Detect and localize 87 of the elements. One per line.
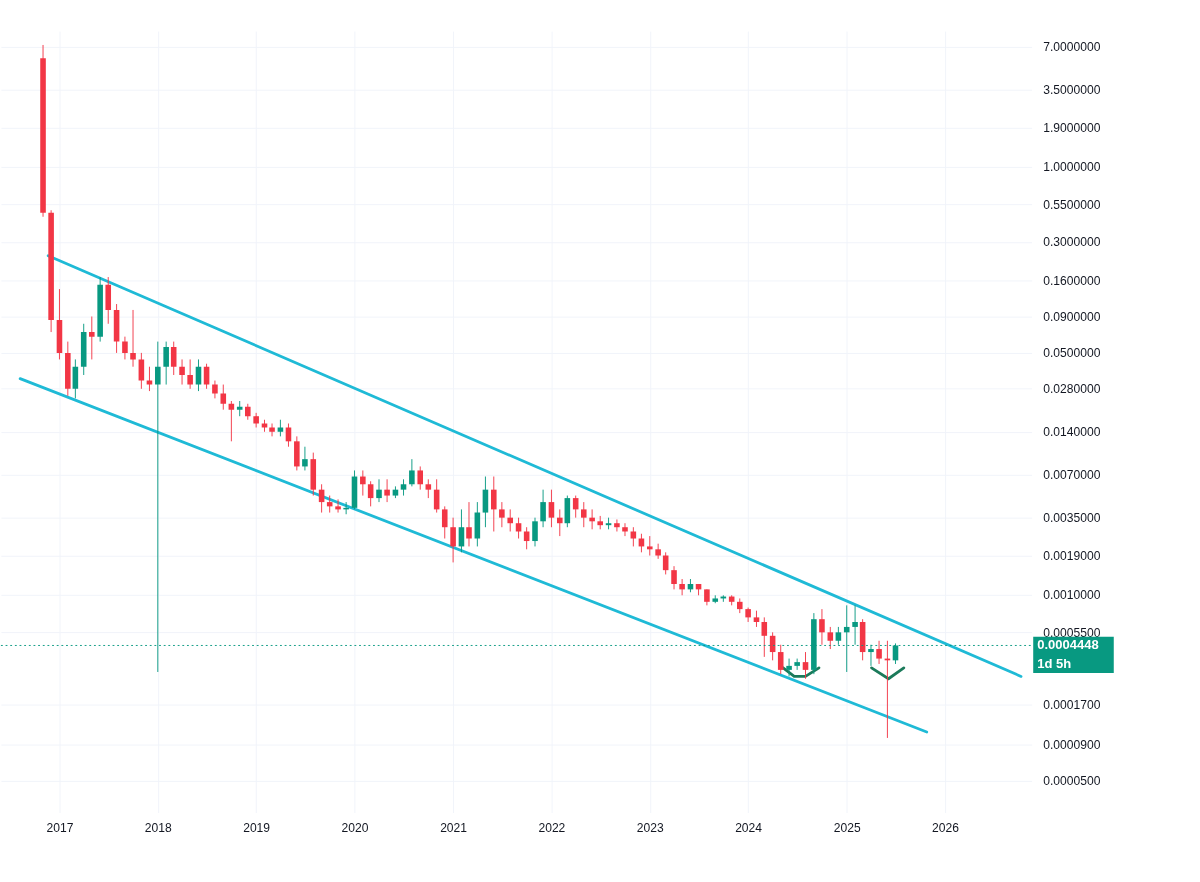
candlestick [786, 658, 792, 677]
y-tick-label: 0.0001700 [1043, 698, 1101, 713]
candlestick [802, 651, 809, 680]
candlestick [253, 412, 259, 428]
x-tick-label: 2024 [735, 820, 763, 835]
candlestick [228, 400, 235, 442]
candlestick [646, 535, 653, 556]
candlestick [532, 517, 538, 547]
candlestick [852, 604, 858, 646]
candlestick [827, 626, 834, 650]
text: 1d 5h [1037, 655, 1072, 671]
x-tick-label: 2023 [636, 820, 664, 835]
candlestick [441, 505, 448, 539]
candlestick [819, 608, 825, 646]
candlestick [425, 478, 432, 499]
y-tick-label: 1.0000000 [1043, 160, 1101, 175]
candlestick [170, 341, 177, 376]
x-tick-label: 2018 [144, 820, 172, 835]
candlestick [409, 458, 415, 487]
y-tick-label: 0.0070000 [1043, 467, 1101, 482]
candlestick [745, 607, 751, 623]
candlestick [146, 366, 153, 392]
candlestick [557, 508, 563, 537]
y-tick-label: 0.0140000 [1043, 424, 1101, 439]
candlestick [540, 489, 546, 528]
candlestick [580, 501, 587, 528]
candlestick [499, 501, 505, 528]
candlestick [163, 341, 169, 386]
candlestick [122, 336, 128, 360]
y-tick-label: 0.0280000 [1043, 382, 1101, 397]
candlestick [490, 476, 497, 532]
candlestick [179, 358, 185, 386]
y-tick-label: 0.0000500 [1043, 774, 1101, 789]
candlestick [220, 384, 227, 411]
candlestick [761, 616, 768, 658]
y-tick-label: 0.1600000 [1043, 274, 1101, 289]
candlestick [876, 640, 882, 665]
candlestick [622, 522, 628, 537]
y-tick-label: 0.5500000 [1043, 197, 1101, 212]
candlestick [466, 501, 472, 547]
candlestick [195, 358, 202, 392]
candlestick [376, 478, 382, 503]
candlestick [417, 465, 424, 491]
candlestick [285, 423, 292, 448]
x-tick-label: 2022 [538, 820, 566, 835]
candlestick [130, 309, 136, 368]
ref-line-label: 0.0004448 [1037, 637, 1099, 653]
candlestick [655, 543, 661, 560]
candlestick [187, 358, 193, 390]
candlestick [138, 352, 145, 390]
candlestick [302, 446, 308, 471]
candlestick [614, 518, 620, 532]
candlestick [507, 508, 514, 532]
x-tick-label: 2019 [243, 820, 271, 835]
candlestick [203, 363, 210, 390]
candlestick [630, 526, 637, 547]
candlestick [671, 565, 677, 590]
y-tick-label: 3.5000000 [1043, 82, 1101, 97]
x-tick-label: 2017 [46, 820, 74, 835]
candlestick [777, 644, 784, 675]
x-tick-label: 2025 [833, 820, 861, 835]
x-tick-label: 2020 [341, 820, 369, 835]
candlestick [89, 316, 95, 360]
candlestick [212, 380, 218, 399]
candlestick [367, 480, 374, 507]
candlestick [335, 498, 341, 514]
y-tick-label: 0.3000000 [1043, 235, 1101, 250]
y-tick-label: 0.0005500 [1043, 625, 1101, 640]
candlestick [548, 489, 555, 528]
x-tick-label: 2021 [440, 820, 468, 835]
y-tick-label: 1.9000000 [1043, 120, 1101, 135]
candlestick [589, 508, 595, 530]
candlestick [482, 476, 489, 528]
candlestick [450, 517, 456, 563]
x-tick-label: 2026 [932, 820, 960, 835]
candlestick [523, 526, 530, 550]
candlestick [679, 578, 685, 596]
candlestick [269, 423, 275, 437]
candlestick [360, 469, 366, 497]
y-tick-label: 0.0035000 [1043, 510, 1101, 525]
y-tick-label: 0.0900000 [1043, 309, 1101, 324]
y-tick-label: 0.0010000 [1043, 588, 1101, 603]
y-tick-label: 7.0000000 [1043, 39, 1101, 54]
y-tick-label: 0.0000900 [1043, 737, 1101, 752]
candlestick [384, 478, 390, 503]
y-tick-label: 0.0019000 [1043, 548, 1101, 563]
y-tick-label: 0.0500000 [1043, 346, 1101, 361]
